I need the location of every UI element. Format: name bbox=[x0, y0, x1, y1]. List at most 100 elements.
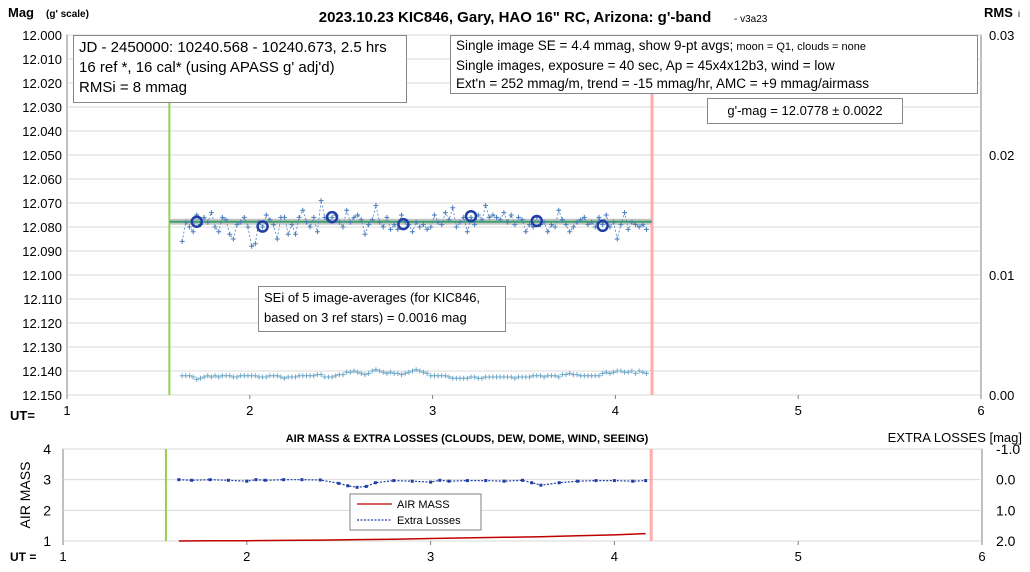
single-image-point bbox=[578, 217, 584, 223]
single-image-point bbox=[260, 224, 266, 230]
exposure-info-box: Single image SE = 4.4 mmag, show 9-pt av… bbox=[450, 35, 978, 94]
single-image-point bbox=[486, 214, 492, 220]
rms-point bbox=[567, 370, 573, 376]
single-image-point bbox=[523, 229, 529, 235]
extra-losses-point bbox=[392, 479, 396, 483]
bottom-y2-tick-label: 2.0 bbox=[996, 533, 1016, 549]
rms-point bbox=[618, 368, 624, 374]
extra-losses-point bbox=[465, 479, 469, 483]
observation-jd-line: JD - 2450000: 10240.568 - 10240.673, 2.5… bbox=[79, 39, 387, 56]
rms-point bbox=[512, 375, 518, 381]
rms-point bbox=[212, 373, 218, 379]
rms-point bbox=[293, 374, 298, 380]
extra-losses-point bbox=[373, 481, 377, 485]
single-image-point bbox=[307, 224, 313, 230]
rms-point bbox=[333, 373, 339, 379]
rms-point bbox=[420, 369, 426, 375]
extra-losses-point bbox=[521, 478, 524, 482]
rms-point bbox=[311, 373, 317, 379]
rms-point bbox=[636, 368, 642, 374]
rms-point bbox=[362, 372, 368, 378]
rms-point bbox=[417, 368, 423, 374]
top-y-axis-unit: (g' scale) bbox=[46, 9, 89, 20]
extra-losses-point bbox=[263, 478, 267, 482]
single-image-point bbox=[216, 229, 222, 235]
observation-rms-line: RMSi = 8 mmag bbox=[79, 79, 187, 96]
rms-point bbox=[197, 375, 203, 381]
extra-losses-point bbox=[177, 478, 181, 482]
top-y-tick-label: 12.030 bbox=[22, 100, 62, 115]
single-image-point bbox=[508, 212, 514, 218]
rms-point bbox=[402, 370, 408, 376]
bottom-y-tick-label: 1 bbox=[43, 533, 51, 549]
top-y2-axis-suffix: i bbox=[1018, 9, 1020, 19]
bottom-y-axis-label: AIR MASS bbox=[17, 462, 33, 529]
single-image-point bbox=[417, 224, 423, 230]
top-y-tick-label: 12.130 bbox=[22, 340, 62, 355]
single-image-point bbox=[282, 214, 288, 220]
single-image-point bbox=[614, 236, 620, 242]
single-image-point bbox=[179, 238, 185, 244]
top-y-tick-label: 12.070 bbox=[22, 196, 62, 211]
rms-point bbox=[409, 368, 415, 374]
extra-losses-point bbox=[644, 479, 648, 483]
bottom-y2-axis-label: EXTRA LOSSES [mag] bbox=[888, 430, 1022, 445]
exposure-settings-line: Single images, exposure = 40 sec, Ap = 4… bbox=[456, 57, 835, 73]
rms-point bbox=[508, 374, 514, 380]
single-image-point bbox=[505, 219, 511, 225]
rms-point bbox=[574, 372, 580, 378]
single-image-point bbox=[420, 222, 426, 228]
extra-losses-point bbox=[594, 479, 598, 483]
single-image-point bbox=[219, 214, 225, 220]
single-image-point bbox=[311, 214, 317, 220]
single-image-point bbox=[391, 222, 397, 228]
mean-mag-box: g'-mag = 12.0778 ± 0.0022 bbox=[707, 98, 903, 124]
rms-point bbox=[424, 370, 430, 376]
bottom-x-tick-label: 4 bbox=[611, 549, 618, 564]
top-y-tick-label: 12.140 bbox=[22, 364, 62, 379]
single-image-point bbox=[344, 207, 350, 213]
top-y-tick-label: 12.080 bbox=[22, 220, 62, 235]
single-image-point bbox=[201, 214, 207, 220]
rms-point bbox=[625, 369, 631, 375]
top-y2-axis-label: RMS bbox=[984, 5, 1013, 20]
single-image-point bbox=[497, 217, 503, 223]
rms-point bbox=[366, 370, 372, 376]
rms-point bbox=[537, 373, 543, 379]
bottom-y-tick-label: 2 bbox=[43, 502, 51, 518]
single-image-point bbox=[501, 210, 507, 216]
bottom-y-tick-label: 3 bbox=[43, 472, 51, 488]
single-image-point bbox=[556, 207, 562, 213]
extra-losses-point bbox=[539, 483, 543, 487]
rms-point bbox=[596, 373, 602, 379]
extra-losses-point bbox=[337, 481, 341, 485]
single-image-point bbox=[271, 222, 277, 228]
top-x-tick-label: 5 bbox=[795, 403, 802, 418]
single-image-point bbox=[227, 231, 233, 237]
bottom-x-tick-label: 5 bbox=[795, 549, 802, 564]
rms-point bbox=[234, 374, 240, 380]
single-image-point bbox=[479, 217, 485, 223]
top-y-tick-label: 12.110 bbox=[23, 292, 62, 307]
single-image-point bbox=[519, 217, 525, 223]
extra-losses-point bbox=[364, 484, 368, 488]
extra-losses-point bbox=[190, 478, 194, 482]
observation-ref-line: 16 ref *, 16 cal* (using APASS g' adj'd) bbox=[79, 59, 335, 76]
single-image-point bbox=[596, 214, 602, 220]
average-point bbox=[464, 209, 478, 223]
single-image-point bbox=[603, 212, 609, 218]
top-y-tick-label: 12.150 bbox=[22, 388, 62, 403]
single-image-point bbox=[249, 243, 255, 249]
rms-point bbox=[373, 367, 379, 373]
exposure-se-conditions: moon = Q1, clouds = none bbox=[733, 41, 866, 53]
single-image-point bbox=[329, 214, 335, 220]
single-image-point bbox=[428, 224, 434, 230]
rms-point bbox=[563, 372, 569, 378]
rms-point bbox=[464, 375, 470, 381]
single-image-point bbox=[190, 229, 196, 235]
rms-point bbox=[611, 369, 617, 375]
bottom-x-tick-label: 1 bbox=[59, 549, 66, 564]
sei-line-2: based on 3 ref stars) = 0.0016 mag bbox=[264, 310, 467, 325]
extinction-line: Ext'n = 252 mmag/m, trend = -15 mmag/hr,… bbox=[456, 76, 869, 91]
